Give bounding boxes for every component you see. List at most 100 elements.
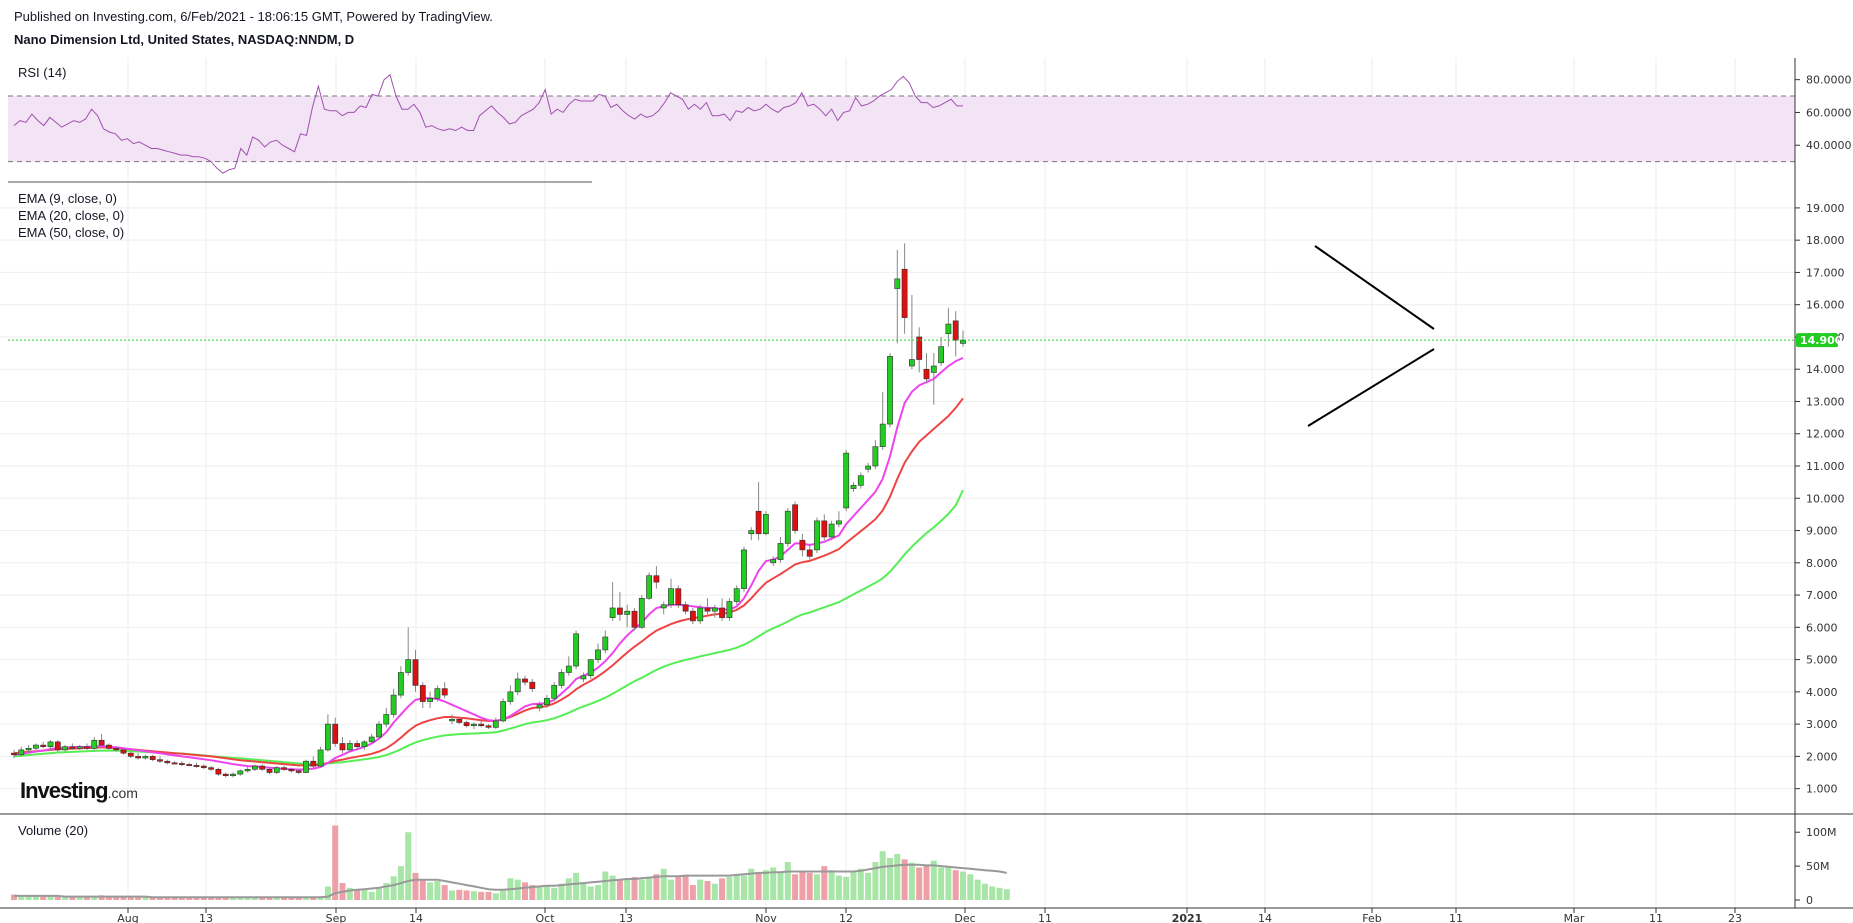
candle-body <box>332 723 339 744</box>
triangle-lower-trendline[interactable] <box>1307 348 1435 427</box>
candle-up <box>32 743 39 750</box>
volume-bar-down <box>485 891 492 900</box>
volume-bar-down <box>11 894 17 900</box>
volume-bar-up <box>668 879 674 900</box>
volume-panel[interactable]: Volume (20) 0 50M 100M <box>11 823 1837 907</box>
volume-bar-down <box>193 897 200 900</box>
volume-bar-up <box>777 871 784 900</box>
candle-body <box>558 672 565 686</box>
candle-body <box>354 743 360 748</box>
candle-up <box>762 511 769 536</box>
candle-down <box>916 327 923 373</box>
candle-body <box>456 718 463 723</box>
volume-bar-down <box>704 881 711 900</box>
candle-down <box>653 566 660 589</box>
candle-down <box>171 761 178 765</box>
candle-up <box>894 249 901 344</box>
candle-body <box>726 601 733 618</box>
candle-up <box>697 604 704 625</box>
candle-down <box>164 759 171 765</box>
candle-up <box>383 707 390 728</box>
candle-up <box>668 578 674 608</box>
candle-up <box>748 527 755 541</box>
candle-up <box>624 604 631 628</box>
candle-down <box>222 772 229 778</box>
candle-body <box>587 659 594 677</box>
candle-down <box>485 724 492 729</box>
candle-body <box>748 530 755 535</box>
volume-bar-up <box>376 887 382 900</box>
volume-bar-down <box>259 897 266 900</box>
volume-bar-down <box>441 885 448 900</box>
candles <box>11 243 966 778</box>
candle-body <box>361 741 368 748</box>
x-tick-label: Oct <box>535 912 555 923</box>
candle-up <box>551 682 558 702</box>
candle-down <box>631 607 638 631</box>
candle-body <box>916 336 923 360</box>
triangle-upper-trendline[interactable] <box>1314 245 1435 330</box>
candle-body <box>857 475 864 486</box>
volume-bar-up <box>595 885 601 900</box>
candle-down <box>193 762 200 768</box>
candle-body <box>390 694 397 715</box>
volume-bar-down <box>354 890 361 900</box>
candle-down <box>719 598 725 621</box>
candle-up <box>142 754 149 760</box>
candle-up <box>361 740 368 750</box>
volume-bar-up <box>251 897 258 900</box>
price-tick-label: 2.000 <box>1806 750 1838 763</box>
candle-body <box>711 607 718 612</box>
candle-body <box>91 739 98 749</box>
price-tick-label: 9.000 <box>1806 525 1838 538</box>
candle-up <box>602 630 609 654</box>
volume-ma-line <box>14 863 1007 899</box>
volume-bar-up <box>784 862 791 900</box>
candle-down <box>682 601 689 615</box>
candle-body <box>843 452 850 509</box>
price-panel[interactable]: EMA (9, close, 0) EMA (20, close, 0) EMA… <box>8 191 1845 796</box>
volume-bar-up <box>580 883 587 900</box>
volume-bar-down <box>952 870 959 900</box>
candle-body <box>865 465 871 470</box>
price-tick-label: 7.000 <box>1806 589 1838 602</box>
volume-bar-down <box>127 897 134 900</box>
candle-down <box>478 720 485 728</box>
rsi-panel[interactable]: RSI (14) 40.0000 60.0000 80.0000 <box>8 65 1852 174</box>
candle-down <box>208 766 214 771</box>
volume-bar-down <box>923 864 930 900</box>
volume-bar-up <box>741 875 747 900</box>
candle-body <box>828 523 835 538</box>
candle-body <box>668 588 674 606</box>
volume-bar-down <box>200 897 207 900</box>
candle-down <box>69 743 76 750</box>
candle-up <box>397 666 404 699</box>
candle-up <box>492 717 499 729</box>
volume-bar-up <box>500 889 507 900</box>
volume-bar-up <box>894 853 901 900</box>
candle-body <box>449 718 455 722</box>
volume-bar-down <box>332 825 339 900</box>
x-tick-label: 2021 <box>1172 912 1203 923</box>
candle-down <box>901 243 908 334</box>
candle-up <box>230 772 236 778</box>
rsi-band <box>8 96 1795 162</box>
volume-bar-down <box>310 897 317 900</box>
candle-down <box>54 740 61 752</box>
candle-body <box>463 722 470 727</box>
candle-up <box>536 701 543 712</box>
candle-down <box>11 749 17 758</box>
candle-body <box>412 659 419 686</box>
candle-up <box>872 440 879 470</box>
candle-up <box>91 737 98 750</box>
candle-up <box>507 685 514 705</box>
candle-body <box>84 746 90 749</box>
volume-bar-down <box>463 890 470 900</box>
candle-down <box>441 682 448 699</box>
candle-down <box>310 756 317 770</box>
volume-bar-up <box>930 860 937 900</box>
volume-bar-up <box>573 872 580 900</box>
volume-bar-down <box>901 859 908 900</box>
x-tick-label: 13 <box>619 912 633 923</box>
